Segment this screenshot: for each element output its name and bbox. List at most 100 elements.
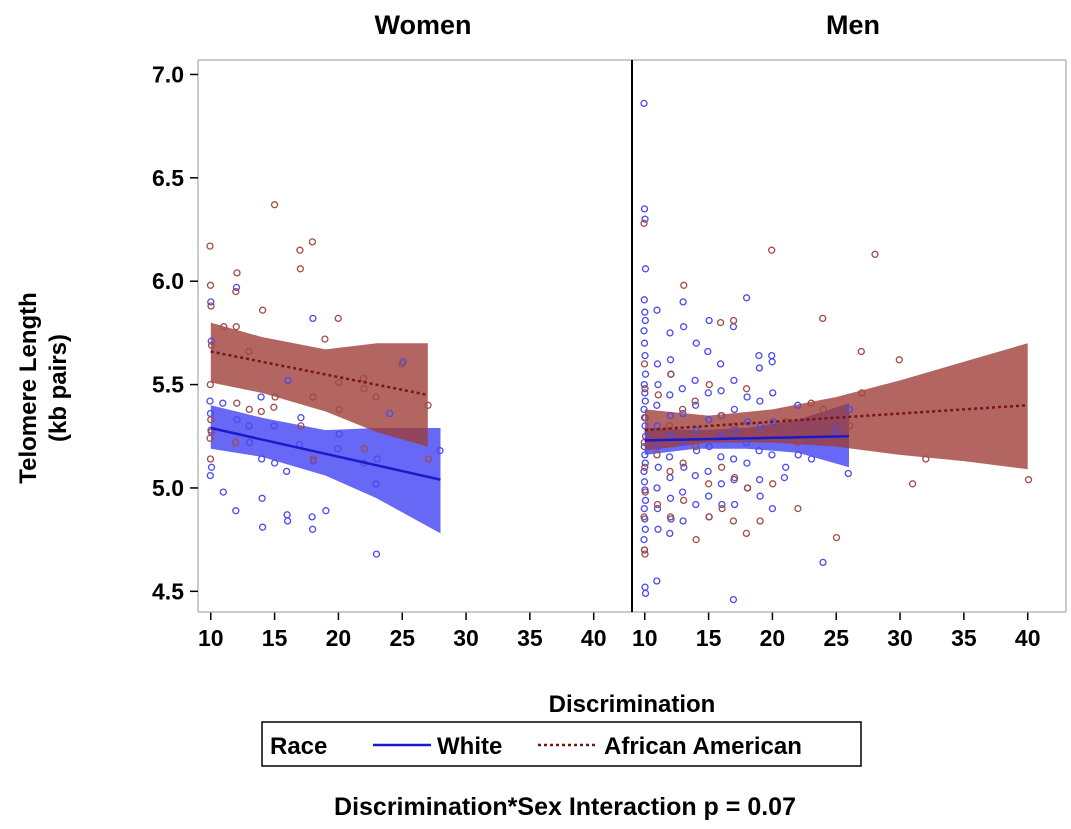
- data-point-aa: [691, 442, 700, 451]
- y-tick-label: 4.5: [152, 578, 184, 604]
- panel-title-women: Women: [374, 10, 471, 40]
- data-point-aa: [206, 380, 214, 389]
- data-point-aa: [768, 246, 776, 254]
- data-point-white: [692, 426, 700, 434]
- data-point-aa: [729, 517, 738, 525]
- data-point-white: [666, 473, 674, 482]
- fit-line-white-men: [644, 435, 850, 442]
- data-point-white: [755, 476, 764, 484]
- x-tick-label: 25: [389, 625, 415, 651]
- data-point-white: [270, 422, 278, 430]
- legend-title: Race: [270, 733, 327, 760]
- data-point-white: [322, 507, 330, 515]
- data-point-white: [666, 529, 674, 538]
- data-point-white: [641, 525, 649, 533]
- data-point-aa: [704, 480, 713, 488]
- data-point-aa: [922, 455, 930, 463]
- data-point-white: [692, 339, 700, 347]
- y-axis-title: Telomere Length (kb pairs): [15, 292, 72, 484]
- data-point-aa: [680, 281, 688, 289]
- data-point-aa: [232, 323, 240, 331]
- data-point-aa: [857, 347, 865, 356]
- data-point-white: [730, 405, 739, 414]
- data-point-white: [782, 463, 790, 471]
- x-tick-label: 20: [326, 625, 352, 651]
- data-point-aa: [705, 513, 713, 521]
- data-point-aa: [640, 219, 648, 227]
- data-point-white: [641, 459, 649, 467]
- data-point-aa: [372, 393, 380, 401]
- data-point-white: [334, 445, 342, 453]
- data-point-white: [653, 306, 661, 314]
- data-point-aa: [640, 513, 648, 521]
- data-point-aa: [679, 496, 688, 505]
- legend-aa-label: African American: [604, 733, 802, 760]
- data-point-aa: [717, 411, 725, 420]
- data-point-white: [206, 471, 214, 480]
- data-point-aa: [717, 463, 726, 471]
- fit-line-white-women: [210, 426, 441, 481]
- x-tick-label: 10: [198, 625, 224, 651]
- data-point-white: [730, 376, 738, 385]
- data-point-white: [666, 494, 675, 502]
- data-point-white: [654, 380, 662, 389]
- data-point-white: [679, 517, 687, 525]
- data-point-white: [691, 471, 699, 480]
- data-point-white: [640, 99, 648, 108]
- data-point-white: [641, 583, 649, 591]
- data-point-aa: [424, 401, 432, 409]
- data-point-white: [245, 422, 253, 430]
- x-tick-label: 30: [453, 625, 479, 651]
- data-point-white: [780, 473, 789, 482]
- x-tick-label: 30: [887, 625, 913, 651]
- plot-panels: 10 15 20 25 30 35 40 10 15 20 25 30 35 40 4.5 5.0 5.5 6.0…: [152, 59, 1067, 651]
- data-point-white: [641, 589, 650, 598]
- data-point-white: [704, 467, 712, 476]
- data-point-aa: [743, 484, 752, 492]
- data-point-white: [309, 457, 318, 465]
- data-point-white: [206, 397, 214, 405]
- data-point-white: [794, 451, 802, 459]
- data-point-aa: [692, 535, 700, 544]
- data-point-aa: [258, 306, 267, 314]
- data-point-white: [729, 595, 738, 604]
- data-point-white: [640, 380, 648, 389]
- y-tick-label: 7.0: [152, 61, 184, 87]
- data-point-aa: [271, 393, 279, 401]
- confidence-band-aa-women: [210, 322, 428, 447]
- data-point-aa: [667, 370, 675, 378]
- data-point-white: [641, 265, 650, 273]
- x-tick-label: 35: [951, 625, 977, 651]
- data-point-aa: [666, 513, 675, 521]
- data-point-white: [704, 347, 712, 356]
- data-point-aa: [793, 438, 802, 447]
- data-point-aa: [297, 422, 305, 430]
- data-point-white: [769, 418, 777, 426]
- data-point-white: [641, 370, 650, 378]
- data-point-aa: [718, 504, 726, 513]
- data-point-white: [844, 469, 852, 478]
- data-point-aa: [641, 414, 650, 422]
- data-point-white: [640, 535, 648, 544]
- data-point-white: [678, 385, 686, 393]
- data-point-white: [769, 389, 777, 397]
- data-point-aa: [424, 455, 433, 463]
- data-point-white: [679, 323, 688, 331]
- data-point-aa: [1024, 476, 1033, 484]
- data-point-white: [704, 492, 713, 500]
- data-point-white: [742, 294, 751, 302]
- data-point-white: [653, 577, 661, 585]
- data-point-white: [245, 438, 254, 447]
- data-point-white: [284, 376, 292, 385]
- x-axis-title: Discrimination: [549, 691, 716, 718]
- data-point-white: [207, 337, 215, 345]
- data-point-aa: [309, 393, 317, 401]
- data-point-white: [640, 442, 648, 451]
- data-point-white: [219, 488, 227, 496]
- data-point-aa: [640, 438, 648, 447]
- x-tick-label: 20: [760, 625, 786, 651]
- data-point-white: [232, 283, 241, 292]
- y-tick-label: 5.5: [152, 372, 184, 398]
- data-point-aa: [666, 467, 674, 476]
